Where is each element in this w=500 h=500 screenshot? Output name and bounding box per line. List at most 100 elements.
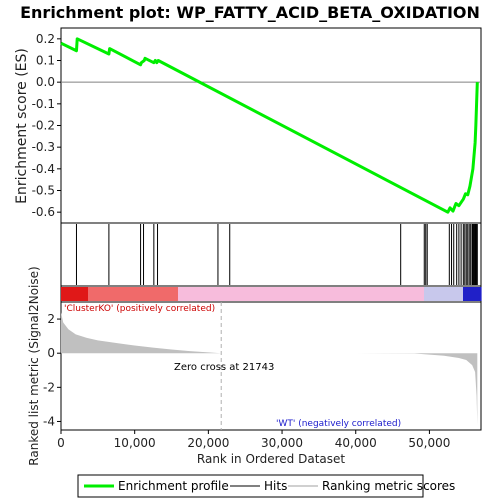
colorbar-segment — [262, 287, 266, 301]
positive-correlation-label: 'ClusterKO' (positively correlated) — [64, 304, 215, 314]
colorbar-segment — [454, 287, 458, 301]
colorbar-segment — [388, 287, 392, 301]
colorbar-segment — [364, 287, 368, 301]
colorbar-segment — [295, 287, 299, 301]
colorbar-segment — [370, 287, 374, 301]
es-ytick-label: -0.6 — [32, 205, 55, 219]
colorbar-segment — [343, 287, 347, 301]
colorbar-segment — [457, 287, 461, 301]
colorbar-segment — [223, 287, 227, 301]
colorbar-segment — [139, 287, 143, 301]
colorbar-segment — [160, 287, 164, 301]
colorbar-segment — [100, 287, 104, 301]
colorbar-segment — [67, 287, 71, 301]
colorbar-segment — [61, 287, 65, 301]
colorbar-segment — [379, 287, 383, 301]
colorbar-segment — [133, 287, 137, 301]
metric-panel-frame — [60, 301, 482, 431]
colorbar-segment — [166, 287, 170, 301]
colorbar-segment — [232, 287, 236, 301]
colorbar-segment — [409, 287, 413, 301]
colorbar-segment — [382, 287, 386, 301]
colorbar-segment — [109, 287, 113, 301]
colorbar-segment — [250, 287, 254, 301]
colorbar-segment — [463, 287, 467, 301]
metric-ytick-label: -2 — [43, 380, 55, 394]
colorbar-segment — [412, 287, 416, 301]
es-ytick-label: -0.1 — [32, 97, 55, 111]
colorbar-segment — [358, 287, 362, 301]
colorbar-segment — [385, 287, 389, 301]
colorbar-segment — [322, 287, 326, 301]
colorbar-segment — [439, 287, 443, 301]
colorbar-segment — [400, 287, 404, 301]
colorbar-segment — [277, 287, 281, 301]
colorbar-segment — [226, 287, 230, 301]
chart-title: Enrichment plot: WP_FATTY_ACID_BETA_OXID… — [20, 3, 480, 22]
colorbar-segment — [478, 287, 482, 301]
colorbar-segment — [304, 287, 308, 301]
es-ytick-label: -0.3 — [32, 140, 55, 154]
colorbar-segment — [178, 287, 182, 301]
colorbar-segment — [241, 287, 245, 301]
metric-ytick-label: 0 — [47, 346, 55, 360]
colorbar-segment — [475, 287, 479, 301]
metric-ytick-label: -4 — [43, 414, 55, 428]
zero-lines — [61, 81, 481, 430]
colorbar-segment — [118, 287, 122, 301]
colorbar-segment — [94, 287, 98, 301]
colorbar-segment — [415, 287, 419, 301]
legend-metric-label: Ranking metric scores — [322, 479, 455, 493]
colorbar-segment — [310, 287, 314, 301]
colorbar-segment — [259, 287, 263, 301]
metric-y-ticks: 2 0 -2 -4 — [43, 312, 61, 428]
colorbar-segment — [157, 287, 161, 301]
colorbar-segment — [142, 287, 146, 301]
es-y-axis-label: Enrichment score (ES) — [14, 48, 30, 204]
colorbar-segment — [103, 287, 107, 301]
colorbar-segment — [448, 287, 452, 301]
hit-marks — [75, 224, 478, 285]
x-axis-label: Rank in Ordered Dataset — [197, 452, 345, 466]
legend-enrichment-label: Enrichment profile — [118, 479, 229, 493]
es-ytick-label: 0.1 — [36, 54, 55, 68]
colorbar-segment — [130, 287, 134, 301]
xtick-label: 10,000 — [114, 436, 156, 450]
colorbar-segment — [316, 287, 320, 301]
es-ytick-label: 0.2 — [36, 32, 55, 46]
colorbar-segment — [187, 287, 191, 301]
colorbar-segment — [229, 287, 233, 301]
colorbar-segment — [394, 287, 398, 301]
colorbar-segment — [286, 287, 290, 301]
colorbar-segment — [184, 287, 188, 301]
colorbar-segment — [121, 287, 125, 301]
colorbar-segment — [64, 287, 68, 301]
colorbar-segment — [346, 287, 350, 301]
metric-ytick-label: 2 — [47, 312, 55, 326]
xtick-label: 0 — [57, 436, 65, 450]
es-ytick-label: -0.4 — [32, 162, 55, 176]
colorbar-segment — [145, 287, 149, 301]
colorbar-segment — [151, 287, 155, 301]
colorbar-segment — [391, 287, 395, 301]
colorbar-segment — [292, 287, 296, 301]
es-ytick-label: -0.2 — [32, 119, 55, 133]
colorbar-segment — [427, 287, 431, 301]
colorbar-segment — [70, 287, 74, 301]
colorbar-segment — [202, 287, 206, 301]
enrichment-profile-path — [60, 37, 479, 214]
colorbar-segment — [208, 287, 212, 301]
colorbar-segment — [349, 287, 353, 301]
colorbar-segment — [421, 287, 425, 301]
legend: Enrichment profile Hits Ranking metric s… — [77, 474, 455, 498]
colorbar-segment — [115, 287, 119, 301]
es-y-ticks: 0.2 0.1 0.0 -0.1 -0.2 -0.3 -0.4 -0.5 -0.6 — [32, 32, 61, 219]
zero-cross-label: Zero cross at 21743 — [174, 362, 274, 373]
colorbar-segment — [313, 287, 317, 301]
colorbar-segment — [280, 287, 284, 301]
colorbar-segment — [268, 287, 272, 301]
colorbar-segment — [76, 287, 80, 301]
colorbar-segment — [82, 287, 86, 301]
colorbar-segment — [88, 287, 92, 301]
colorbar-segment — [367, 287, 371, 301]
